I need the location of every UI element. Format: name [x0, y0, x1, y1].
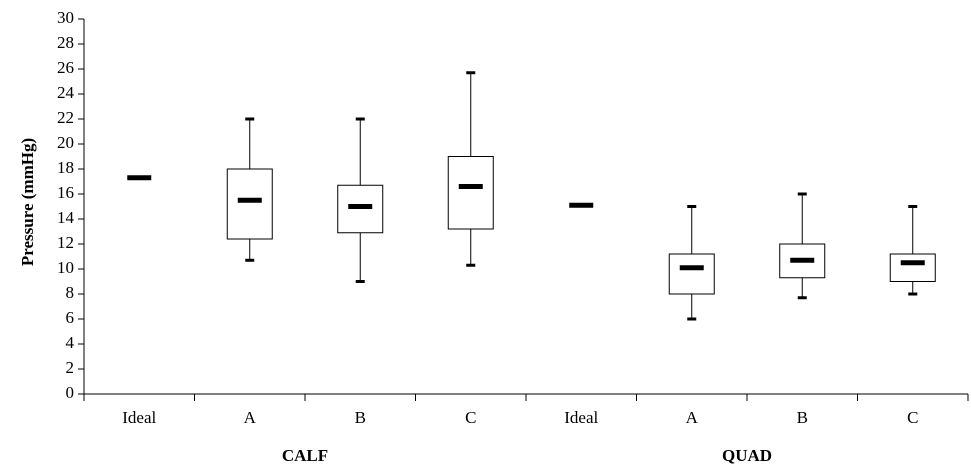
x-category-label: B — [355, 408, 366, 427]
y-tick-label: 10 — [57, 258, 74, 277]
x-group-label: CALF — [282, 446, 328, 465]
iqr-box — [668, 253, 715, 295]
x-group-label: QUAD — [722, 446, 772, 465]
y-tick-label: 16 — [57, 183, 74, 202]
y-tick-label: 18 — [57, 158, 74, 177]
y-tick-label: 30 — [57, 8, 74, 27]
x-category-label: C — [907, 408, 918, 427]
y-tick-label: 28 — [57, 33, 74, 52]
iqr-box — [337, 184, 384, 234]
y-tick-label: 14 — [57, 208, 75, 227]
y-tick-label: 12 — [57, 233, 74, 252]
x-category-label: Ideal — [564, 408, 598, 427]
y-tick-label: 6 — [66, 308, 75, 327]
y-tick-label: 26 — [57, 58, 74, 77]
iqr-box — [226, 168, 273, 240]
y-axis-title: Pressure (mmHg) — [18, 138, 37, 266]
x-category-label: A — [686, 408, 699, 427]
y-tick-label: 8 — [66, 283, 75, 302]
box-plot-item — [226, 117, 273, 262]
box-plot-item — [668, 205, 715, 321]
y-tick-label: 22 — [57, 108, 74, 127]
x-category-label: Ideal — [122, 408, 156, 427]
box-plot-item — [447, 71, 494, 267]
x-category-label: A — [244, 408, 257, 427]
iqr-box — [889, 253, 936, 282]
y-tick-label: 20 — [57, 133, 74, 152]
y-tick-label: 0 — [66, 383, 75, 402]
y-tick-label: 24 — [57, 83, 75, 102]
y-tick-label: 4 — [66, 333, 75, 352]
box-plot-item — [889, 205, 936, 296]
iqr-box — [447, 156, 494, 230]
x-category-label: B — [797, 408, 808, 427]
box-plot-item — [779, 192, 826, 300]
box-plot-item — [337, 117, 384, 283]
y-tick-label: 2 — [66, 358, 75, 377]
x-category-label: C — [465, 408, 476, 427]
